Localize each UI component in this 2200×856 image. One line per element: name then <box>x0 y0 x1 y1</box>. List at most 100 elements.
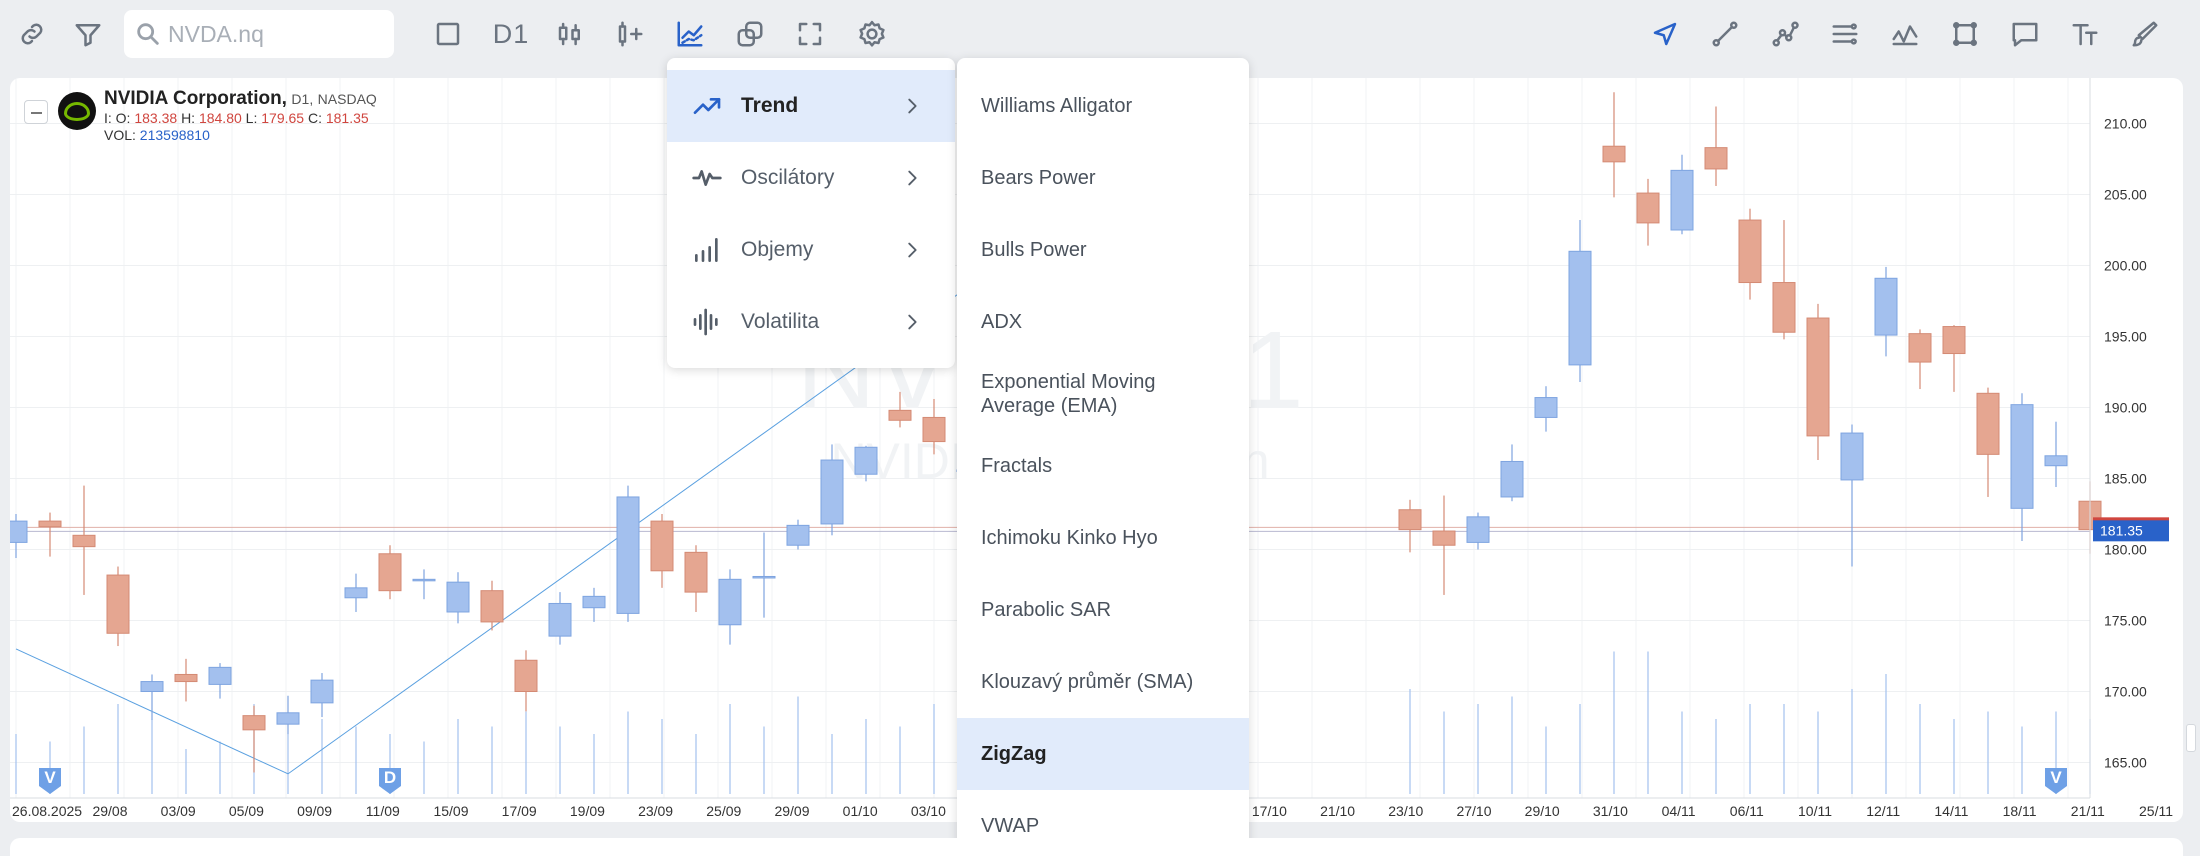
indicator-fractals[interactable]: Fractals <box>981 455 1053 477</box>
candle-body <box>378 553 402 592</box>
symbol-search[interactable] <box>124 10 394 58</box>
y-tick-label: 205.00 <box>2104 187 2147 203</box>
indicator-zigzag[interactable]: ZigZag <box>957 718 1249 790</box>
candle-body <box>2044 455 2068 467</box>
candle-body <box>1534 397 1558 418</box>
trend-indicator-submenu: Williams Alligator Bears Power Bulls Pow… <box>957 58 1249 856</box>
x-tick-label: 31/10 <box>1593 803 1628 819</box>
candle-body <box>684 551 708 593</box>
indicator-bulls-power[interactable]: Bulls Power <box>981 239 1087 261</box>
filter-icon[interactable] <box>68 14 108 54</box>
gear-icon[interactable] <box>852 14 892 54</box>
menu-item-volatility[interactable]: Volatilita <box>667 286 955 358</box>
link-icon[interactable] <box>12 14 52 54</box>
menu-item-label: Oscilátory <box>741 166 835 189</box>
indicator-sma[interactable]: Klouzavý průměr (SMA) <box>981 671 1194 693</box>
candle-body <box>1976 392 2000 455</box>
menu-item-label: Objemy <box>741 238 814 261</box>
text-icon[interactable] <box>2065 14 2105 54</box>
timeframe-button[interactable]: D1 <box>488 14 534 54</box>
chart-marker <box>379 768 401 794</box>
candle-body <box>1772 282 1796 333</box>
add-indicator-icon[interactable] <box>610 14 650 54</box>
line-icon[interactable] <box>1705 14 1745 54</box>
x-tick-label: 11/09 <box>366 803 400 819</box>
fib-icon[interactable] <box>1825 14 1865 54</box>
candle-body <box>854 446 878 475</box>
candle-body <box>208 666 232 685</box>
x-tick-label: 05/09 <box>229 803 264 819</box>
rectangle-icon[interactable] <box>1945 14 1985 54</box>
x-tick-label: 01/10 <box>843 803 878 819</box>
bottom-panel <box>10 838 2183 856</box>
chart-marker <box>2045 768 2067 794</box>
indicator-ichimoku[interactable]: Ichimoku Kinko Hyo <box>981 527 1158 549</box>
compare-icon[interactable] <box>730 14 770 54</box>
y-tick-label: 195.00 <box>2104 329 2147 345</box>
x-tick-label: 29/09 <box>774 803 809 819</box>
candle-body <box>2010 404 2034 509</box>
search-input[interactable] <box>168 20 388 48</box>
menu-item-label: Volatilita <box>741 310 820 333</box>
last-price-label: 181.35 <box>2100 522 2143 538</box>
indicator-parabolic-sar[interactable]: Parabolic SAR <box>981 599 1112 621</box>
chart-marker-label: V <box>44 768 56 787</box>
cursor-icon[interactable] <box>1645 14 1685 54</box>
x-tick-label: 26.08.2025 <box>12 803 82 819</box>
chevron-right-icon <box>908 314 917 330</box>
legend-collapse-button[interactable] <box>24 100 48 124</box>
candle-body <box>582 595 606 609</box>
indicator-vwap[interactable]: VWAP <box>981 815 1040 837</box>
x-tick-label: 03/09 <box>161 803 196 819</box>
x-tick-label: 18/11 <box>2003 803 2037 819</box>
menu-item-volumes[interactable]: Objemy <box>667 214 955 286</box>
trend-icon <box>693 98 721 114</box>
comment-icon[interactable] <box>2005 14 2045 54</box>
candle-body <box>174 673 198 683</box>
candle-body <box>276 712 300 725</box>
indicator-adx[interactable]: ADX <box>981 311 1023 333</box>
candle-body <box>140 681 164 692</box>
x-tick-label: 29/10 <box>1525 803 1560 819</box>
candle-body <box>922 416 946 443</box>
high-label: H: <box>181 110 196 126</box>
menu-item-oscillators[interactable]: Oscilátory <box>667 142 955 214</box>
chart-marker-label: V <box>2050 768 2062 787</box>
candles-icon[interactable] <box>550 14 590 54</box>
x-tick-label: 27/10 <box>1456 803 1491 819</box>
candle-body <box>1942 326 1966 355</box>
symbol-timeframe: D1, <box>291 91 314 107</box>
candle-body <box>888 409 912 421</box>
y-tick-label: 165.00 <box>2104 755 2147 771</box>
y-tick-label: 170.00 <box>2104 684 2147 700</box>
brush-icon[interactable] <box>2125 14 2165 54</box>
candle-body <box>786 524 810 546</box>
square-icon[interactable] <box>428 14 468 54</box>
menu-item-trend[interactable]: Trend <box>667 70 955 142</box>
indicator-ema[interactable]: Exponential Moving Average (EMA) <box>981 371 1156 417</box>
chart-marker-label: D <box>384 768 396 787</box>
candle-body <box>718 578 742 626</box>
indicators-icon[interactable] <box>670 14 710 54</box>
fullscreen-icon[interactable] <box>790 14 830 54</box>
open-label: I: O: <box>104 110 131 126</box>
candle-body <box>514 659 538 693</box>
last-price-badge <box>2093 519 2169 542</box>
candle-body <box>752 575 776 579</box>
candle-body <box>1806 317 1830 437</box>
path-icon[interactable] <box>1765 14 1805 54</box>
candle-body <box>1500 460 1524 498</box>
indicator-bears-power[interactable]: Bears Power <box>981 167 1096 189</box>
candle-body <box>650 520 674 572</box>
chart-marker <box>39 768 61 794</box>
x-tick-label: 21/10 <box>1320 803 1355 819</box>
indicator-williams-alligator[interactable]: Williams Alligator <box>981 95 1133 117</box>
candle-body <box>1908 333 1932 363</box>
volume-row: VOL: 213598810 <box>104 127 377 144</box>
candle-body <box>344 587 368 599</box>
volatility-icon <box>693 308 718 336</box>
side-panel-handle[interactable] <box>2186 724 2196 752</box>
wave-icon[interactable] <box>1885 14 1925 54</box>
candle-body <box>1602 145 1626 163</box>
x-tick-label: 29/08 <box>92 803 127 819</box>
